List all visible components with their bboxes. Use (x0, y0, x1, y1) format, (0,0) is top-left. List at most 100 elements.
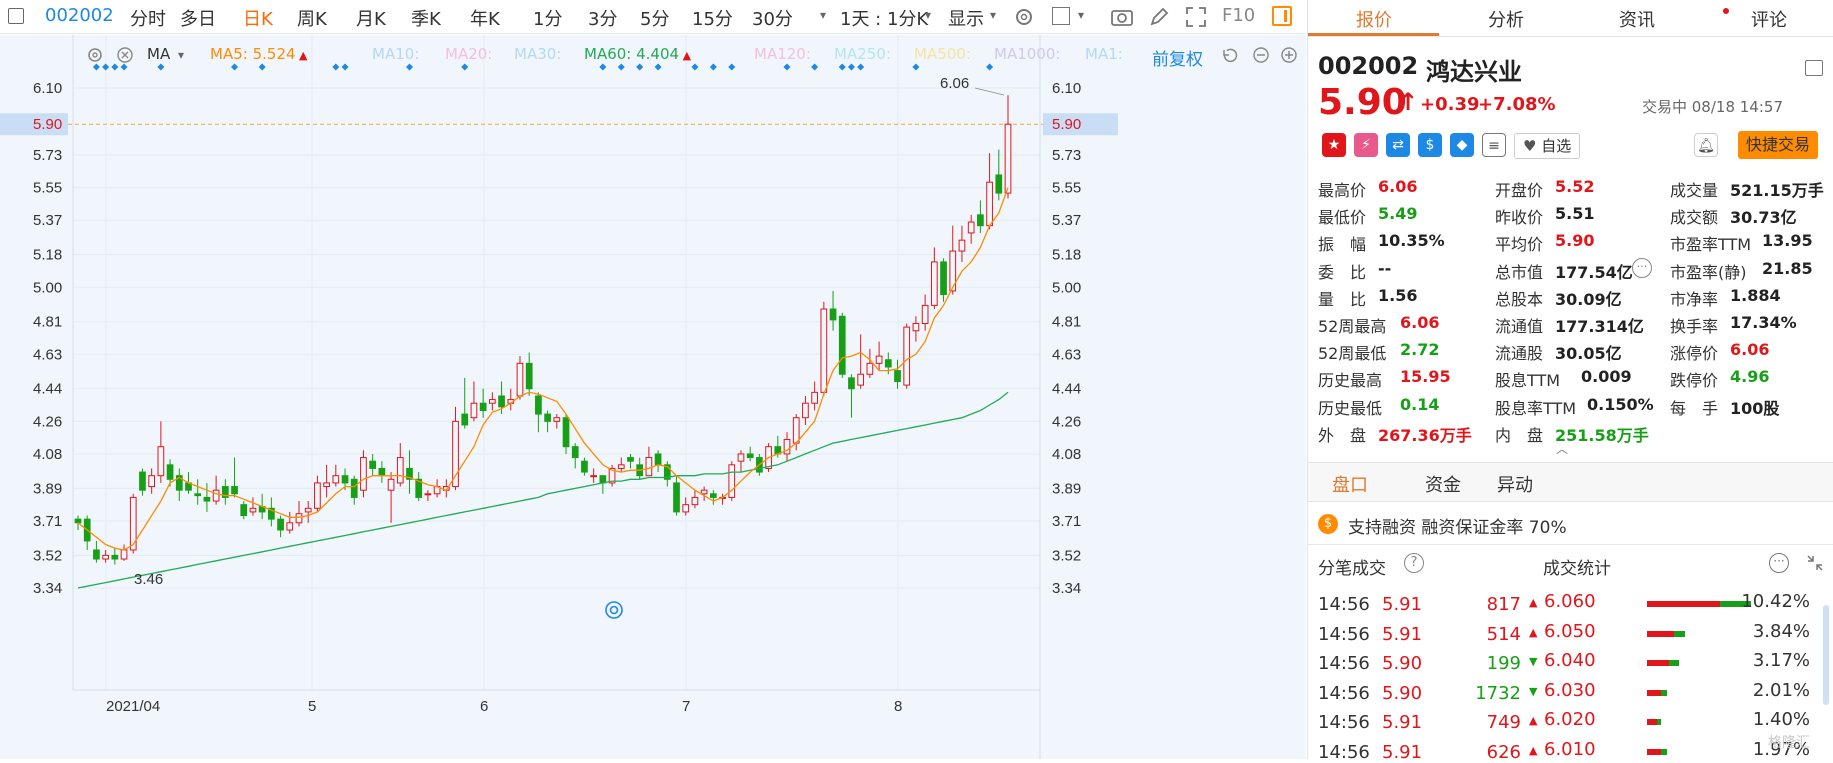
candle[interactable] (369, 453, 377, 476)
candle[interactable] (866, 348, 874, 378)
candle[interactable] (525, 352, 533, 396)
chevron-up-icon[interactable]: ︿ (1556, 442, 1569, 456)
candle[interactable] (728, 461, 736, 502)
tab-1[interactable]: 多日 (180, 9, 216, 30)
event-marker[interactable] (912, 63, 920, 71)
candle[interactable] (912, 316, 920, 342)
event-marker[interactable] (857, 63, 865, 71)
candle[interactable] (663, 461, 671, 487)
tab-2[interactable]: 日K (243, 9, 273, 30)
candle[interactable] (746, 446, 754, 462)
candle[interactable] (406, 450, 413, 494)
scrollbar[interactable] (1823, 605, 1829, 705)
candle[interactable] (1004, 95, 1012, 199)
ma-item-4[interactable]: MA60: 4.404 ▲ (584, 45, 691, 63)
candle[interactable] (958, 225, 966, 262)
quote-tab-3[interactable]: 评论 (1751, 10, 1787, 31)
zoom-out-icon[interactable] (1252, 46, 1270, 64)
ma-item-7[interactable]: MA500: (914, 45, 971, 63)
event-marker[interactable] (120, 63, 128, 71)
quick-trade-button[interactable]: 快捷交易 (1738, 131, 1819, 159)
candle[interactable] (415, 472, 423, 502)
event-marker[interactable] (599, 63, 607, 71)
more-icon[interactable]: ··· (1632, 258, 1652, 278)
event-marker[interactable] (811, 63, 819, 71)
chevron-down-icon[interactable]: ▾ (178, 48, 185, 62)
ma-item-5[interactable]: MA120: (754, 45, 811, 63)
tab-5[interactable]: 季K (411, 9, 441, 30)
event-marker[interactable] (986, 63, 994, 71)
document-icon[interactable]: ≡ (1482, 133, 1506, 157)
candle[interactable] (581, 457, 588, 476)
event-marker[interactable] (111, 63, 119, 71)
tab-4[interactable]: 月K (356, 9, 386, 30)
sub-tab-1[interactable]: 资金 (1425, 475, 1461, 496)
candle[interactable] (995, 149, 1003, 201)
event-marker[interactable] (783, 63, 791, 71)
candle[interactable] (737, 450, 745, 473)
event-marker[interactable] (838, 63, 846, 71)
bell-icon[interactable]: 🔔︎ (1694, 133, 1718, 157)
event-marker[interactable] (728, 63, 736, 71)
candle[interactable] (350, 475, 358, 505)
candle[interactable] (544, 410, 551, 433)
running-icon[interactable]: ⚡ (1354, 133, 1378, 157)
tab-8[interactable]: 3分 (588, 9, 618, 30)
candle[interactable] (396, 443, 404, 487)
chevron-down-icon[interactable]: ▾ (1078, 8, 1085, 22)
candle[interactable] (673, 475, 680, 516)
quote-tab-0[interactable]: 报价 (1356, 10, 1392, 31)
watchlist-button[interactable]: ♥ 自选 (1514, 133, 1581, 159)
ma-item-9[interactable]: MA1: (1085, 45, 1123, 63)
event-marker[interactable] (341, 63, 349, 71)
chevron-down-icon[interactable]: ▾ (925, 8, 932, 22)
event-marker[interactable] (258, 63, 266, 71)
zoom-in-icon[interactable] (1280, 46, 1298, 64)
candle[interactable] (212, 475, 220, 505)
sub-tab-0[interactable]: 盘口 (1332, 475, 1368, 496)
tag-icon[interactable]: ◆ (1450, 133, 1474, 157)
candle[interactable] (553, 414, 561, 429)
candle[interactable] (240, 501, 248, 520)
candle[interactable] (682, 497, 690, 516)
f10-button[interactable]: F10 (1222, 5, 1256, 26)
tab-11[interactable]: 30分 (752, 9, 793, 30)
candle[interactable] (93, 540, 100, 563)
candle[interactable] (323, 464, 330, 498)
candle[interactable] (387, 472, 395, 523)
at-icon[interactable] (605, 601, 623, 619)
candle[interactable] (627, 453, 634, 469)
candle[interactable] (875, 341, 883, 371)
candle[interactable] (590, 468, 597, 483)
adjust-select[interactable]: 前复权 (1152, 50, 1203, 70)
ma-item-8[interactable]: MA1000: (994, 45, 1060, 63)
candle[interactable] (231, 457, 238, 498)
candle[interactable] (332, 464, 340, 487)
sidebar-toggle-icon[interactable] (8, 8, 24, 24)
candle[interactable] (489, 392, 496, 411)
fullscreen-icon[interactable] (1185, 6, 1207, 28)
event-marker[interactable] (92, 63, 100, 71)
ma-item-6[interactable]: MA250: (834, 45, 891, 63)
quote-tab-2[interactable]: 资讯 (1619, 10, 1655, 31)
tab-10[interactable]: 15分 (692, 9, 733, 30)
candle[interactable] (286, 511, 294, 534)
candle[interactable] (74, 515, 82, 531)
undo-icon[interactable] (1220, 46, 1238, 64)
event-marker[interactable] (102, 63, 110, 71)
ma-item-0[interactable]: MA5: 5.524 ▲ (210, 45, 308, 63)
chevron-down-icon[interactable]: ▾ (990, 8, 997, 22)
candle[interactable] (314, 475, 321, 512)
candle[interactable] (903, 323, 911, 389)
event-marker[interactable] (691, 63, 699, 71)
candle[interactable] (838, 312, 846, 378)
ma-item-3[interactable]: MA30: (514, 45, 561, 63)
candle[interactable] (571, 443, 579, 469)
candle[interactable] (940, 258, 947, 302)
candle[interactable] (203, 482, 211, 512)
box-select-icon[interactable] (1052, 7, 1070, 25)
candle[interactable] (360, 450, 367, 498)
event-marker[interactable] (654, 63, 662, 71)
detail-icon[interactable] (1805, 60, 1823, 76)
candle[interactable] (967, 214, 975, 244)
